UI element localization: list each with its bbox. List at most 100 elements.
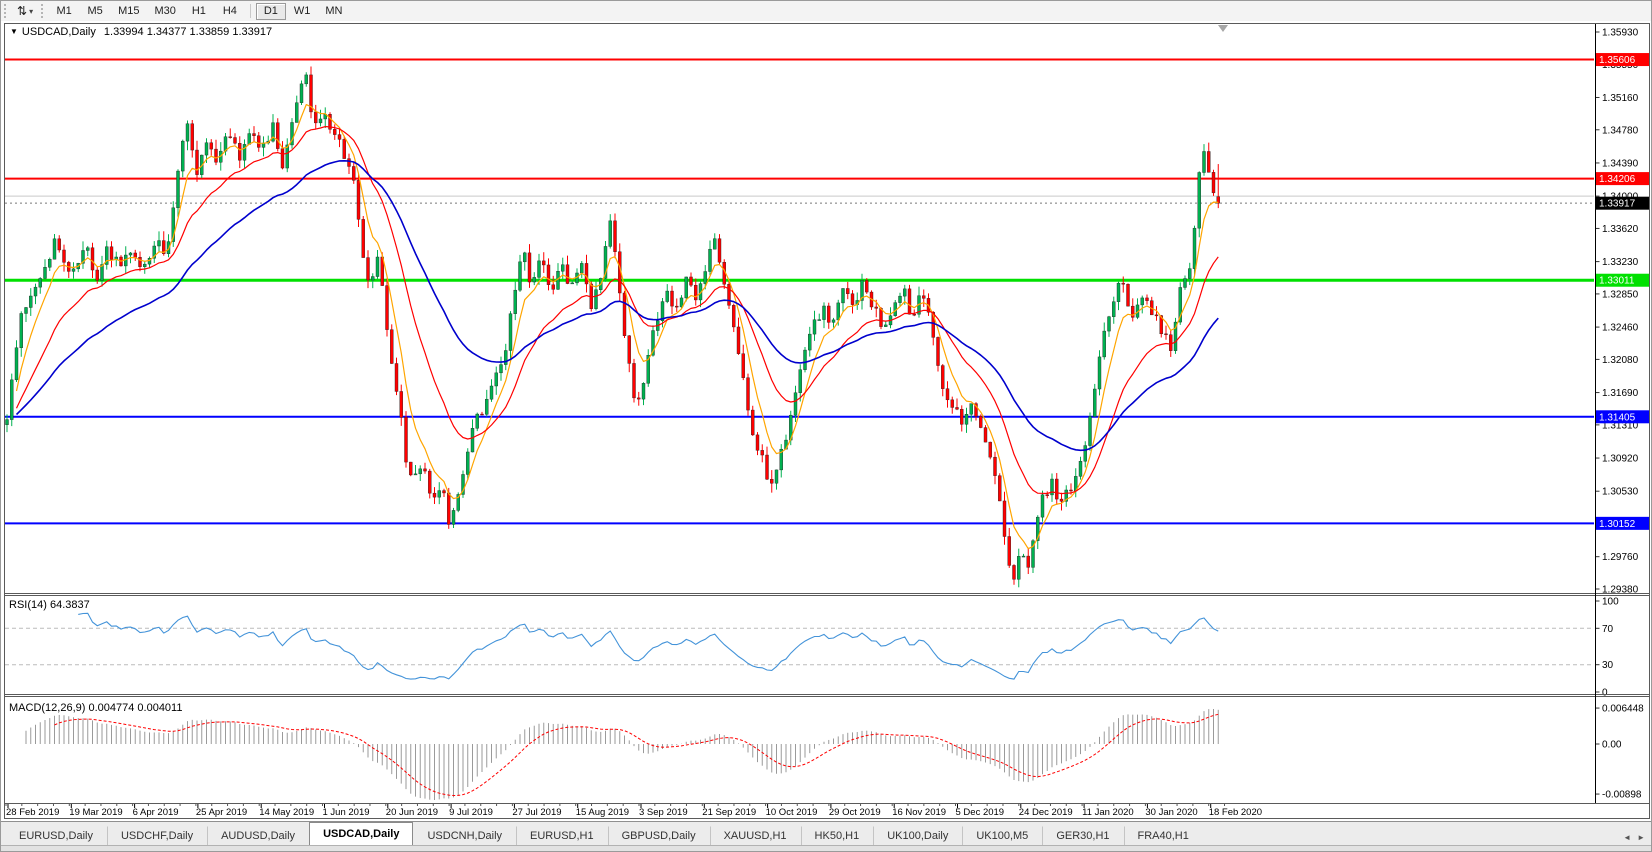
timeframe-button-m5[interactable]: M5 [80,3,110,20]
rsi-panel [5,612,1594,680]
rsi-tick-label: 100 [1602,597,1619,608]
current-price-badge: 1.33917 [1596,196,1650,210]
date-tick-label: 16 Nov 2019 [892,807,946,818]
timeframe-button-w1[interactable]: W1 [287,3,318,20]
price-tick-label: 1.33620 [1602,224,1639,235]
chart-tab-usdcad-daily[interactable]: USDCAD,Daily [309,822,414,846]
date-tick-label: 29 Oct 2019 [829,807,881,818]
date-tick-label: 14 May 2019 [259,807,314,818]
tab-scroll-arrows: ◄ ► [1623,833,1651,846]
price-tick-label: 1.35930 [1602,28,1639,39]
timeframe-toolbar: ⇅ ▾ M1 M5 M15 M30 H1 H4 D1 W1 MN [1,1,1651,22]
chart-tab-xauusd-h1[interactable]: XAUUSD,H1 [709,826,801,846]
chart-tab-eurusd-h1[interactable]: EURUSD,H1 [516,826,608,846]
timeframe-button-m30[interactable]: M30 [147,3,182,20]
date-tick-label: 25 Apr 2019 [196,807,247,818]
horizontal-lines-layer [5,58,1594,525]
price-tick-label: 1.35160 [1602,93,1639,104]
price-tick-label: 1.31310 [1602,420,1639,431]
timeframe-button-h1[interactable]: H1 [184,3,214,20]
price-tick-label: 1.31690 [1602,388,1639,399]
chart-tab-uk100-daily[interactable]: UK100,Daily [873,826,962,846]
macd-tick-label: 0.006448 [1602,704,1644,715]
rsi-tick-label: 70 [1602,624,1614,635]
rsi-tick-label: 0 [1602,688,1608,699]
timeframe-button-mn[interactable]: MN [318,3,349,20]
chart-tab-eurusd-daily[interactable]: EURUSD,Daily [19,830,93,842]
chart-shift-marker[interactable] [1218,25,1228,32]
date-tick-label: 5 Dec 2019 [956,807,1005,818]
price-tick-label: 1.34390 [1602,158,1639,169]
panel-borders [4,23,1650,819]
price-tick-label: 1.32460 [1602,323,1639,334]
price-tick-label: 1.33230 [1602,257,1639,268]
chart-tab-gbpusd-daily[interactable]: GBPUSD,Daily [607,826,710,846]
tab-scroll-left-icon[interactable]: ◄ [1623,833,1632,842]
macd-tick-label: -0.00898 [1602,790,1642,801]
timeframe-button-m15[interactable]: M15 [111,3,146,20]
toolbar-grip[interactable] [4,4,12,18]
price-tick-label: 1.34780 [1602,125,1639,136]
date-tick-label: 27 Jul 2019 [512,807,561,818]
price-level-badge-1.30152: 1.30152 [1596,516,1650,530]
svg-text:1.31405: 1.31405 [1599,412,1636,423]
chart-tab-usdcnh-daily[interactable]: USDCNH,Daily [427,830,503,842]
chart-tab-audusd-daily[interactable]: AUDUSD,Daily [207,826,309,846]
svg-text:1.30152: 1.30152 [1599,519,1636,530]
toolbar-separator [249,4,251,18]
price-axis: 1.359301.355501.351601.347801.343901.340… [1595,28,1644,801]
date-tick-label: 11 Jan 2020 [1082,807,1134,818]
chart-canvas[interactable]: 1.359301.355501.351601.347801.343901.340… [1,21,1652,821]
timeframe-button-m1[interactable]: M1 [49,3,79,20]
ma-mid-line [15,125,1219,495]
date-tick-label: 15 Aug 2019 [576,807,629,818]
tools-dropdown-button[interactable]: ⇅ ▾ [12,2,38,20]
date-tick-label: 10 Oct 2019 [766,807,818,818]
rsi-tick-label: 30 [1602,660,1614,671]
macd-tick-label: 0.00 [1602,740,1622,751]
date-tick-label: 18 Feb 2020 [1209,807,1262,818]
price-tick-label: 1.32850 [1602,289,1639,300]
date-tick-label: 20 Jun 2019 [386,807,438,818]
date-tick-label: 24 Dec 2019 [1019,807,1073,818]
date-tick-label: 21 Sep 2019 [702,807,756,818]
price-level-badge-1.33011: 1.33011 [1596,273,1650,287]
date-tick-label: 1 Jun 2019 [323,807,370,818]
chart-tab-ger30-h1[interactable]: GER30,H1 [1042,826,1123,846]
price-level-badge-1.34206: 1.34206 [1596,172,1650,186]
svg-text:1.35606: 1.35606 [1599,55,1636,66]
price-tick-label: 1.29760 [1602,552,1639,563]
rsi-line [78,612,1219,680]
price-tick-label: 1.32080 [1602,355,1639,366]
svg-text:1.34206: 1.34206 [1599,174,1636,185]
macd-panel [25,708,1219,801]
date-tick-label: 3 Sep 2019 [639,807,688,818]
chart-tabs: EURUSD,Daily USDCHF,Daily AUDUSD,Daily USDC… [1,822,1623,846]
double-arrow-icon: ⇅ [17,4,28,18]
chart-tab-hk50-h1[interactable]: HK50,H1 [800,826,874,846]
chart-window: 1.359301.355501.351601.347801.343901.340… [1,21,1652,821]
toolbar-grip-2[interactable] [41,4,49,18]
status-strip [1,845,1651,851]
ma-fast-line [15,103,1219,550]
chart-tab-usdchf-daily[interactable]: USDCHF,Daily [106,826,207,846]
svg-text:1.33011: 1.33011 [1599,276,1635,287]
timeframe-button-d1[interactable]: D1 [255,2,286,20]
price-tick-label: 1.29380 [1602,585,1639,596]
date-tick-label: 30 Jan 2020 [1145,807,1197,818]
price-tick-label: 1.30530 [1602,487,1639,498]
chart-tab-fra40-h1[interactable]: FRA40,H1 [1123,826,1203,846]
macd-signal-line [54,713,1219,797]
timeframe-buttons: M1 M5 M15 M30 H1 H4 D1 W1 MN [49,2,349,20]
timeframe-button-h4[interactable]: H4 [215,3,245,20]
tab-scroll-right-icon[interactable]: ► [1637,833,1645,842]
svg-text:1.33917: 1.33917 [1599,199,1636,210]
date-tick-label: 19 Mar 2019 [69,807,122,818]
date-tick-label: 9 Jul 2019 [449,807,493,818]
price-tick-label: 1.30920 [1602,454,1639,465]
date-axis: 28 Feb 2019 19 Mar 2019 6 Apr 2019 25 Apr 2… [5,804,1262,818]
chart-tab-bar: EURUSD,Daily USDCHF,Daily AUDUSD,Daily USDC… [1,821,1651,846]
chart-tab-uk100-m5[interactable]: UK100,M5 [962,826,1042,846]
ma-slow-line [15,160,1219,452]
